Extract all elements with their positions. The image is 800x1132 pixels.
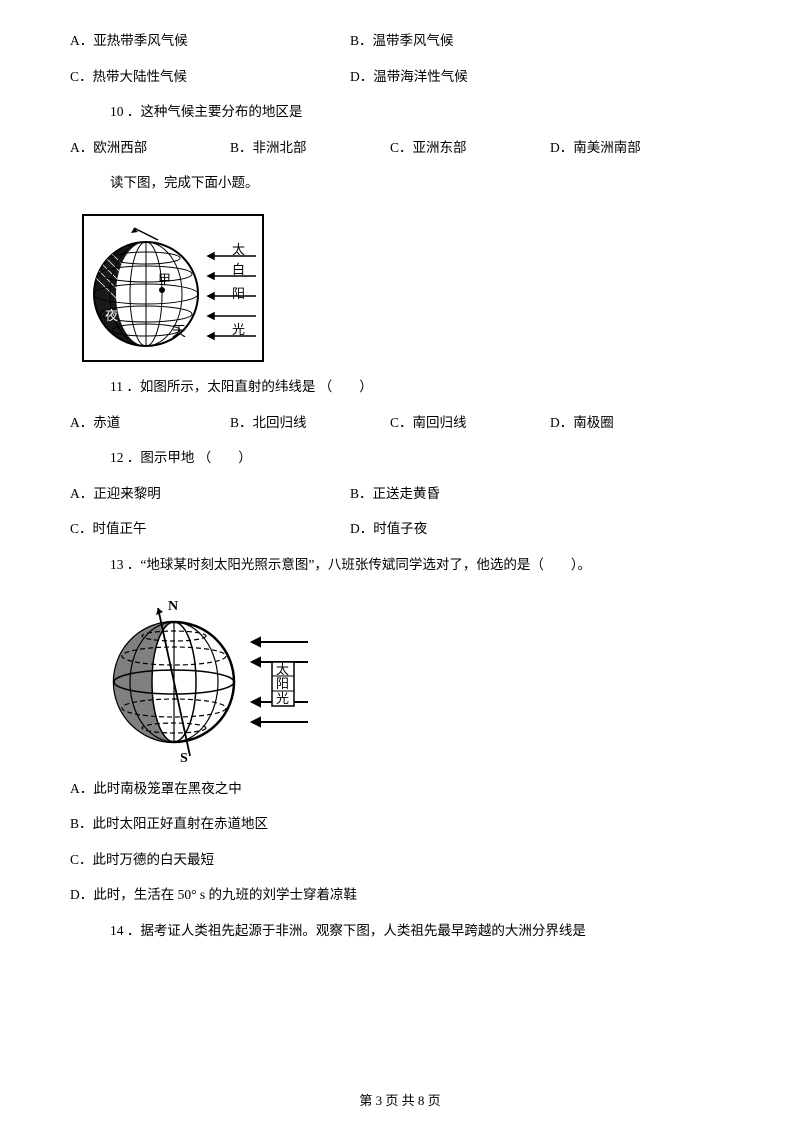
svg-text:甲: 甲 bbox=[158, 272, 171, 287]
q9-opt-a: A．亚热带季风气候 bbox=[70, 30, 350, 52]
q12-options-row1: A．正迎来黎明 B．正送走黄昏 bbox=[70, 483, 730, 505]
q12-opt-b: B．正送走黄昏 bbox=[350, 483, 440, 505]
q12-options-row2: C．时值正午 D．时值子夜 bbox=[70, 518, 730, 540]
svg-text:太: 太 bbox=[276, 662, 289, 677]
q13-opt-c: C．此时万德的白天最短 bbox=[70, 849, 730, 871]
q10-options: A．欧洲西部 B．非洲北部 C．亚洲东部 D．南美洲南部 bbox=[70, 137, 730, 159]
q14-stem: 14 ．据考证人类祖先起源于非洲。观察下图，人类祖先最早跨越的大洲分界线是 bbox=[70, 920, 730, 942]
svg-text:太: 太 bbox=[232, 242, 245, 257]
globe-diagram-2: N S 太 阳 光 bbox=[104, 596, 312, 764]
figure-1-globe: 夜 甲 天 太 白 阳 光 bbox=[82, 214, 264, 362]
q10-opt-c: C．亚洲东部 bbox=[390, 137, 550, 159]
q9-options-row1: A．亚热带季风气候 B．温带季风气候 bbox=[70, 30, 730, 52]
q10-opt-b: B．非洲北部 bbox=[230, 137, 390, 159]
svg-text:光: 光 bbox=[232, 322, 245, 337]
q9-opt-d: D．温带海洋性气候 bbox=[350, 66, 468, 88]
q13-opt-a: A．此时南极笼罩在黑夜之中 bbox=[70, 778, 730, 800]
q10-stem: 10 ．这种气候主要分布的地区是 bbox=[70, 101, 730, 123]
exam-page: { "q9_opts": { "a": "A．亚热带季风气候", "b": "B… bbox=[0, 0, 800, 1132]
q11-opt-d: D．南极圈 bbox=[550, 412, 710, 434]
svg-text:阳: 阳 bbox=[276, 676, 289, 691]
q11-opt-b: B．北回归线 bbox=[230, 412, 390, 434]
svg-text:天: 天 bbox=[172, 325, 186, 340]
q11-options: A．赤道 B．北回归线 C．南回归线 D．南极圈 bbox=[70, 412, 730, 434]
svg-text:阳: 阳 bbox=[232, 286, 245, 301]
svg-text:N: N bbox=[168, 599, 178, 614]
q10-opt-a: A．欧洲西部 bbox=[70, 137, 230, 159]
q12-opt-a: A．正迎来黎明 bbox=[70, 483, 350, 505]
svg-text:白: 白 bbox=[232, 262, 245, 277]
q12-opt-c: C．时值正午 bbox=[70, 518, 350, 540]
page-footer: 第 3 页 共 8 页 bbox=[0, 1091, 800, 1112]
q11-opt-a: A．赤道 bbox=[70, 412, 230, 434]
svg-text:夜: 夜 bbox=[105, 308, 118, 323]
q12-opt-d: D．时值子夜 bbox=[350, 518, 427, 540]
q11-opt-c: C．南回归线 bbox=[390, 412, 550, 434]
q10-opt-d: D．南美洲南部 bbox=[550, 137, 710, 159]
q9-options-row2: C．热带大陆性气候 D．温带海洋性气候 bbox=[70, 66, 730, 88]
svg-text:光: 光 bbox=[276, 691, 289, 706]
q13-stem: 13 ．“地球某时刻太阳光照示意图”，八班张传斌同学选对了，他选的是（ ）。 bbox=[70, 554, 730, 576]
figure1-lead: 读下图，完成下面小题。 bbox=[70, 172, 730, 194]
svg-text:S: S bbox=[180, 751, 188, 764]
q9-opt-c: C．热带大陆性气候 bbox=[70, 66, 350, 88]
q13-opt-b: B．此时太阳正好直射在赤道地区 bbox=[70, 813, 730, 835]
q9-opt-b: B．温带季风气候 bbox=[350, 30, 454, 52]
q12-stem: 12 ．图示甲地 （ ） bbox=[70, 447, 730, 469]
figure-2-globe: N S 太 阳 光 bbox=[104, 596, 312, 764]
globe-diagram-1: 夜 甲 天 太 白 阳 光 bbox=[84, 216, 262, 360]
q13-opt-d: D．此时，生活在 50° s 的九班的刘学士穿着凉鞋 bbox=[70, 884, 730, 906]
q11-stem: 11 ．如图所示，太阳直射的纬线是 （ ） bbox=[70, 376, 730, 398]
